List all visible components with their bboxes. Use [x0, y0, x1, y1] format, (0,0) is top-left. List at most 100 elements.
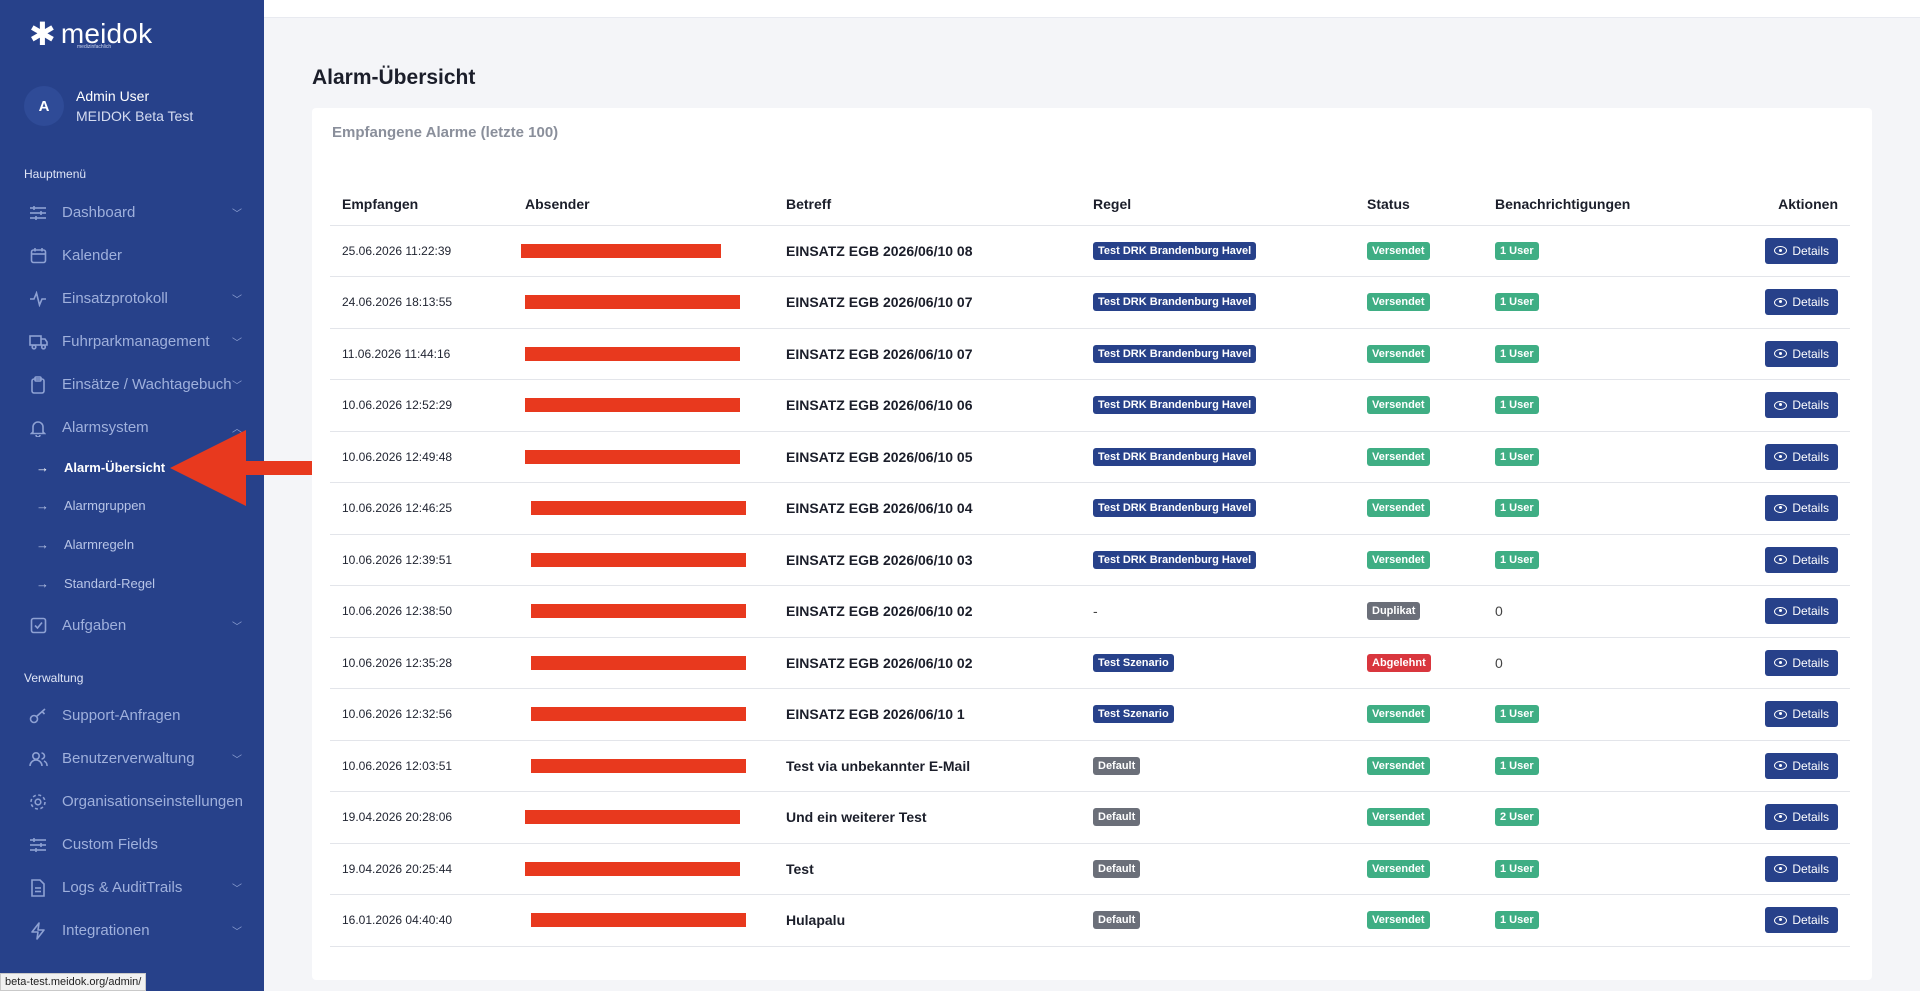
user-profile[interactable]: A Admin User MEIDOK Beta Test [24, 86, 193, 126]
sidebar-item-logs-audittrails[interactable]: Logs & AuditTrails ﹀ [0, 866, 264, 909]
status-badge: Versendet [1367, 293, 1430, 312]
sidebar-subitem-label: Standard-Regel [64, 575, 156, 591]
sidebar-item-kalender[interactable]: Kalender [0, 234, 264, 277]
redaction-bar [525, 346, 740, 361]
alarm-subject: EINSATZ EGB 2026/06/10 07 [786, 294, 973, 311]
table-row: 24.06.2026 18:13:55 EINSATZ EGB 2026/06/1… [330, 276, 1850, 329]
alarm-subject: EINSATZ EGB 2026/06/10 04 [786, 500, 973, 517]
column-header-aktionen: Aktionen [1713, 183, 1850, 226]
brand-logo[interactable]: ✱ meidok [29, 18, 152, 50]
status-badge: Versendet [1367, 396, 1430, 415]
sidebar-item-label: Alarmsystem [62, 419, 149, 436]
sidebar: ✱ meidok medizinfachlich A Admin User ME… [0, 0, 264, 991]
status-badge: Duplikat [1367, 602, 1421, 621]
column-header-empfangen[interactable]: Empfangen [330, 183, 513, 226]
sender-redacted [525, 910, 762, 930]
notification-count: 1 User [1495, 499, 1539, 518]
redaction-bar [531, 655, 746, 670]
table-row: 10.06.2026 12:46:25 EINSATZ EGB 2026/06/1… [330, 482, 1850, 535]
details-button[interactable]: Details [1765, 392, 1838, 419]
sidebar-subitem-alarm-uebersicht[interactable]: → Alarm-Übersicht [0, 452, 264, 482]
sidebar-subitem-label: Alarmgruppen [64, 497, 146, 513]
sidebar-item-aufgaben[interactable]: Aufgaben ﹀ [0, 604, 264, 647]
redaction-bar [521, 243, 721, 258]
details-button[interactable]: Details [1765, 855, 1838, 882]
details-button[interactable]: Details [1765, 495, 1838, 522]
status-badge: Versendet [1367, 499, 1430, 518]
sidebar-item-alarmsystem[interactable]: Alarmsystem ︿ [0, 406, 264, 449]
chevron-down-icon: ﹀ [232, 338, 242, 349]
notification-count: 1 User [1495, 241, 1539, 260]
sidebar-item-support-anfragen[interactable]: Support-Anfragen [0, 694, 264, 737]
sidebar-item-label: Benutzerverwaltung [62, 750, 195, 767]
notification-count: 1 User [1495, 396, 1539, 415]
table-row: 10.06.2026 12:38:50 EINSATZ EGB 2026/06/1… [330, 585, 1850, 638]
sidebar-item-dashboard[interactable]: Dashboard ﹀ [0, 191, 264, 234]
sidebar-item-benutzerverwaltung[interactable]: Benutzerverwaltung ﹀ [0, 737, 264, 780]
received-timestamp: 10.06.2026 12:35:28 [342, 655, 453, 670]
details-button[interactable]: Details [1765, 752, 1838, 779]
sidebar-item-einsaetze-wachtagebuch[interactable]: Einsätze / Wachtagebuch ﹀ [0, 363, 264, 406]
chevron-down-icon: ﹀ [232, 927, 242, 938]
sender-redacted [525, 601, 762, 621]
sender-redacted [525, 498, 762, 518]
details-button[interactable]: Details [1765, 546, 1838, 573]
sidebar-subitem-alarmgruppen[interactable]: → Alarmgruppen [0, 490, 264, 520]
details-button[interactable]: Details [1765, 340, 1838, 367]
details-button[interactable]: Details [1765, 701, 1838, 728]
details-button[interactable]: Details [1765, 237, 1838, 264]
sidebar-item-organisationseinstellungen[interactable]: Organisationseinstellungen [0, 780, 264, 823]
sender-redacted [525, 859, 762, 879]
details-button-label: Details [1792, 758, 1829, 773]
details-button[interactable]: Details [1765, 649, 1838, 676]
status-badge: Versendet [1367, 911, 1430, 930]
sidebar-item-custom-fields[interactable]: Custom Fields [0, 823, 264, 866]
chevron-down-icon: ﹀ [232, 209, 242, 220]
sender-redacted [525, 653, 762, 673]
received-timestamp: 10.06.2026 12:49:48 [342, 449, 453, 464]
sidebar-subitem-standard-regel[interactable]: → Standard-Regel [0, 568, 264, 598]
chevron-down-icon: ﹀ [232, 295, 242, 306]
column-header-status[interactable]: Status [1355, 183, 1483, 226]
sidebar-subitem-alarmregeln[interactable]: → Alarmregeln [0, 529, 264, 559]
redaction-bar [531, 707, 746, 722]
details-button[interactable]: Details [1765, 289, 1838, 316]
redaction-bar [525, 295, 740, 310]
details-button-label: Details [1792, 604, 1829, 619]
chevron-down-icon: ﹀ [232, 381, 242, 392]
sender-redacted [525, 550, 762, 570]
alarm-subject: EINSATZ EGB 2026/06/10 02 [786, 603, 973, 620]
details-button[interactable]: Details [1765, 443, 1838, 470]
rule-badge: Test Szenario [1093, 653, 1174, 672]
column-header-betreff[interactable]: Betreff [774, 183, 1081, 226]
eye-icon [1774, 297, 1788, 307]
section-label-admin: Verwaltung [24, 671, 84, 685]
details-button[interactable]: Details [1765, 598, 1838, 625]
sidebar-item-einsatzprotokoll[interactable]: Einsatzprotokoll ﹀ [0, 277, 264, 320]
truck-icon [28, 334, 48, 350]
sliders-icon [28, 205, 48, 221]
table-header-row: Empfangen Absender Betreff Regel Status … [330, 183, 1850, 226]
bell-icon [28, 419, 48, 437]
redaction-bar [525, 810, 740, 825]
sidebar-item-fuhrparkmanagement[interactable]: Fuhrparkmanagement ﹀ [0, 320, 264, 363]
column-header-absender[interactable]: Absender [513, 183, 774, 226]
alarm-subject: EINSATZ EGB 2026/06/10 08 [786, 242, 973, 259]
arrow-right-icon: → [36, 575, 49, 591]
alarm-subject: EINSATZ EGB 2026/06/10 02 [786, 654, 973, 671]
column-header-regel[interactable]: Regel [1081, 183, 1355, 226]
received-timestamp: 19.04.2026 20:25:44 [342, 861, 453, 876]
details-button[interactable]: Details [1765, 804, 1838, 831]
sidebar-item-integrationen[interactable]: Integrationen ﹀ [0, 909, 264, 952]
column-header-benachrichtigungen[interactable]: Benachrichtigungen [1483, 183, 1713, 226]
details-button[interactable]: Details [1765, 907, 1838, 934]
sidebar-item-label: Einsatzprotokoll [62, 290, 168, 307]
received-timestamp: 19.04.2026 20:28:06 [342, 810, 453, 825]
rule-badge: Test DRK Brandenburg Havel [1093, 499, 1257, 518]
sender-redacted [525, 756, 762, 776]
alarm-subject: EINSATZ EGB 2026/06/10 03 [786, 551, 973, 568]
status-bar-url: beta-test.meidok.org/admin/ [0, 973, 147, 991]
users-icon [28, 751, 48, 767]
details-button-label: Details [1792, 243, 1829, 258]
eye-icon [1774, 915, 1788, 925]
